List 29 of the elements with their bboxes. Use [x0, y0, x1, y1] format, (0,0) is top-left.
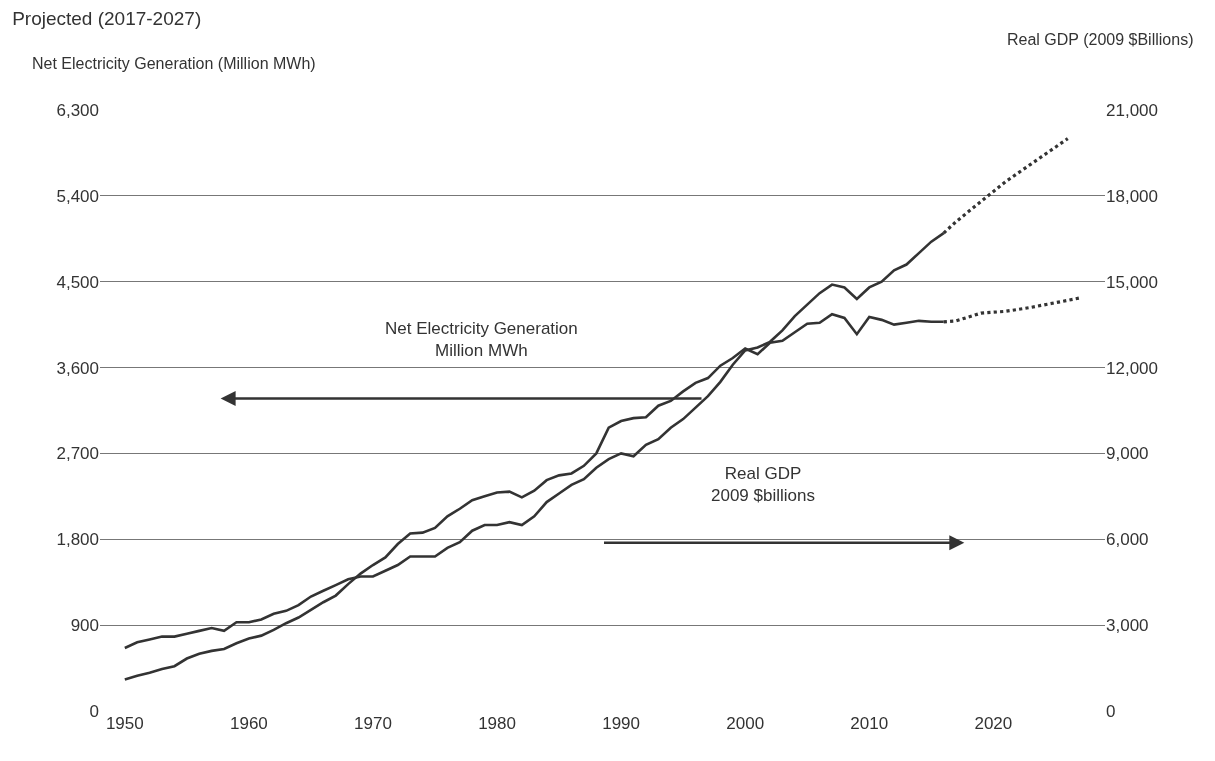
y-tick-label: 4,500	[56, 272, 99, 292]
y2-tick-label: 15,000	[1106, 272, 1158, 292]
y-tick-label: 0	[89, 701, 99, 721]
x-tick-label: 1990	[602, 714, 641, 733]
y2-tick-label: 9,000	[1106, 444, 1149, 464]
annotation: Real GDP 2009 $billions	[711, 464, 815, 506]
y2-tick-label: 0	[1106, 701, 1116, 721]
x-tick-label: 2010	[850, 714, 889, 733]
x-tick-label: 2000	[726, 714, 765, 733]
y-tick-label: 5,400	[56, 186, 99, 206]
y2-tick-label: 3,000	[1106, 616, 1149, 636]
x-tick-label: 1960	[229, 714, 268, 733]
x-tick-label: 2020	[974, 714, 1013, 733]
y2-tick-label: 6,000	[1106, 530, 1149, 550]
y-tick-label: 2,700	[56, 444, 99, 464]
y2-tick-label: 18,000	[1106, 186, 1158, 206]
x-tick-label: 1970	[354, 714, 392, 733]
y-tick-label: 3,600	[56, 358, 99, 378]
y-tick-label: 900	[70, 616, 99, 636]
y2-tick-label: 12,000	[1106, 358, 1158, 378]
x-tick-label: 1950	[105, 714, 144, 733]
y-tick-label: 6,300	[56, 100, 99, 120]
y-tick-label: 1,800	[56, 530, 99, 550]
y-axis-title: Net Electricity Generation (Million MWh)	[32, 55, 316, 72]
y2-tick-label: 21,000	[1106, 100, 1158, 120]
x-tick-label: 1980	[478, 714, 516, 733]
y2-axis-title: Real GDP (2009 $Billions)	[1007, 31, 1194, 48]
annotation: Net Electricity Generation Million MWh	[385, 319, 578, 361]
chart-title: Projected (2017-2027)	[12, 7, 202, 29]
